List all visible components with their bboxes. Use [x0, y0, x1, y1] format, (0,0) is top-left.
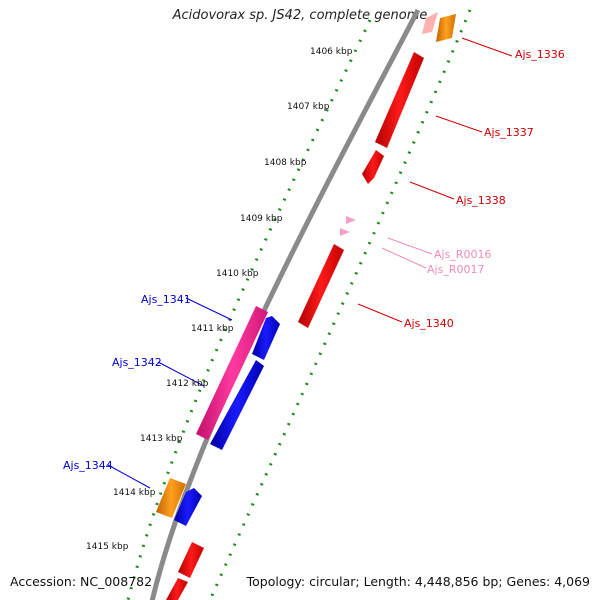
scale-label-1406: 1406 kbp: [310, 47, 353, 57]
leader-ajs-1344: [107, 464, 151, 489]
gene-ajs-1344-feature[interactable]: [174, 488, 202, 526]
gene-label-ajs-1342[interactable]: Ajs_1342: [112, 356, 162, 369]
leader-ajs-1340: [357, 303, 403, 323]
scale-label-1408: 1408 kbp: [264, 158, 307, 168]
scale-label-1407: 1407 kbp: [287, 102, 330, 112]
scale-label-1413: 1413 kbp: [140, 434, 183, 444]
inner-tick-ring: [126, 19, 372, 600]
gene-ajs-1342-feature[interactable]: [210, 360, 264, 450]
gene-label-ajs-1341[interactable]: Ajs_1341: [141, 293, 191, 306]
genome-summary-text: Topology: circular; Length: 4,448,856 bp…: [246, 574, 590, 589]
leader-ajs-r0016: [387, 237, 433, 255]
scale-label-1414: 1414 kbp: [113, 488, 156, 498]
leader-ajs-1338: [409, 181, 455, 200]
scale-label-1412: 1412 kbp: [166, 379, 209, 389]
gene-label-ajs-1340[interactable]: Ajs_1340: [404, 317, 454, 330]
leader-ajs-1341: [185, 297, 233, 321]
gene-ajs-1336-feature[interactable]: [422, 12, 456, 42]
gene-ajs-1337-feature[interactable]: [375, 52, 424, 148]
gene-ajs-1341-feature[interactable]: [196, 306, 268, 440]
gene-label-ajs-r0017[interactable]: Ajs_R0017: [427, 263, 484, 276]
scale-label-1410: 1410 kbp: [216, 269, 259, 279]
leader-ajs-1337: [435, 115, 483, 133]
gene-ajs-1344-pseudo-feature[interactable]: [156, 478, 186, 518]
accession-text: Accession: NC_008782: [10, 574, 153, 589]
gene-bottom-1-feature[interactable]: [178, 542, 204, 578]
gene-label-ajs-1338[interactable]: Ajs_1338: [456, 194, 506, 207]
gene-label-ajs-1344[interactable]: Ajs_1344: [63, 459, 113, 472]
outer-tick-ring: [208, 9, 472, 600]
scale-label-1409: 1409 kbp: [240, 214, 283, 224]
gene-ajs-1338-feature[interactable]: [362, 150, 384, 184]
scale-label-1415: 1415 kbp: [86, 542, 129, 552]
leader-ajs-r0017: [381, 247, 427, 269]
genome-title: Acidovorax sp. JS42, complete genome: [172, 8, 428, 23]
leader-ajs-1342: [157, 361, 205, 387]
scale-label-1411: 1411 kbp: [191, 324, 234, 334]
gene-bottom-2-feature[interactable]: [166, 578, 188, 600]
gene-ajs-1340-feature[interactable]: [298, 244, 344, 328]
genome-backbone: [149, 8, 421, 600]
gene-label-ajs-1337[interactable]: Ajs_1337: [484, 126, 534, 139]
rna-ajs-r0017-feature[interactable]: [340, 228, 350, 236]
leader-ajs-1336: [461, 37, 513, 57]
rna-ajs-r0016-feature[interactable]: [346, 216, 356, 224]
gene-ajs-1341-companion-feature[interactable]: [252, 316, 280, 360]
gene-label-ajs-1336[interactable]: Ajs_1336: [515, 48, 565, 61]
gene-label-ajs-r0016[interactable]: Ajs_R0016: [434, 248, 491, 261]
